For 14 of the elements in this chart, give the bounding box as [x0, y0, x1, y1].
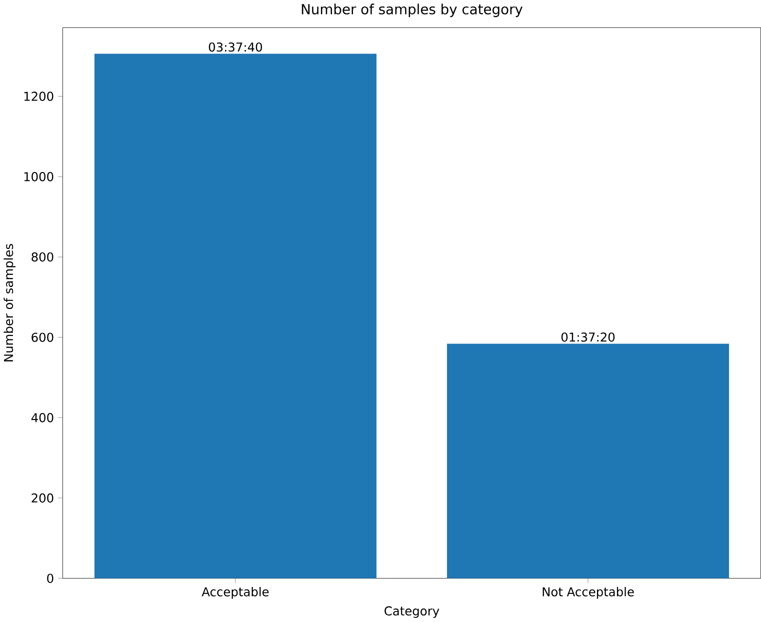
y-tick-label: 400	[31, 413, 54, 422]
annotation: 01:37:20	[561, 332, 615, 342]
x-tick-label: Acceptable	[202, 587, 269, 599]
y-tick-label: 800	[32, 252, 54, 262]
y-tick-label: 0	[47, 574, 54, 584]
chart-title: Number of samples by category	[302, 4, 523, 18]
y-tick-label: 1200	[24, 92, 54, 102]
y-tick-label: 600	[32, 332, 54, 342]
y-tick-label: 1000	[24, 172, 54, 182]
x-tick-label: Not Acceptable	[542, 587, 634, 599]
annotation: 03:37:40	[208, 42, 262, 52]
x-axis-title: Category	[384, 606, 440, 618]
y-axis-title: Number of samples	[4, 244, 16, 362]
y-tick-label: 200	[32, 494, 54, 503]
